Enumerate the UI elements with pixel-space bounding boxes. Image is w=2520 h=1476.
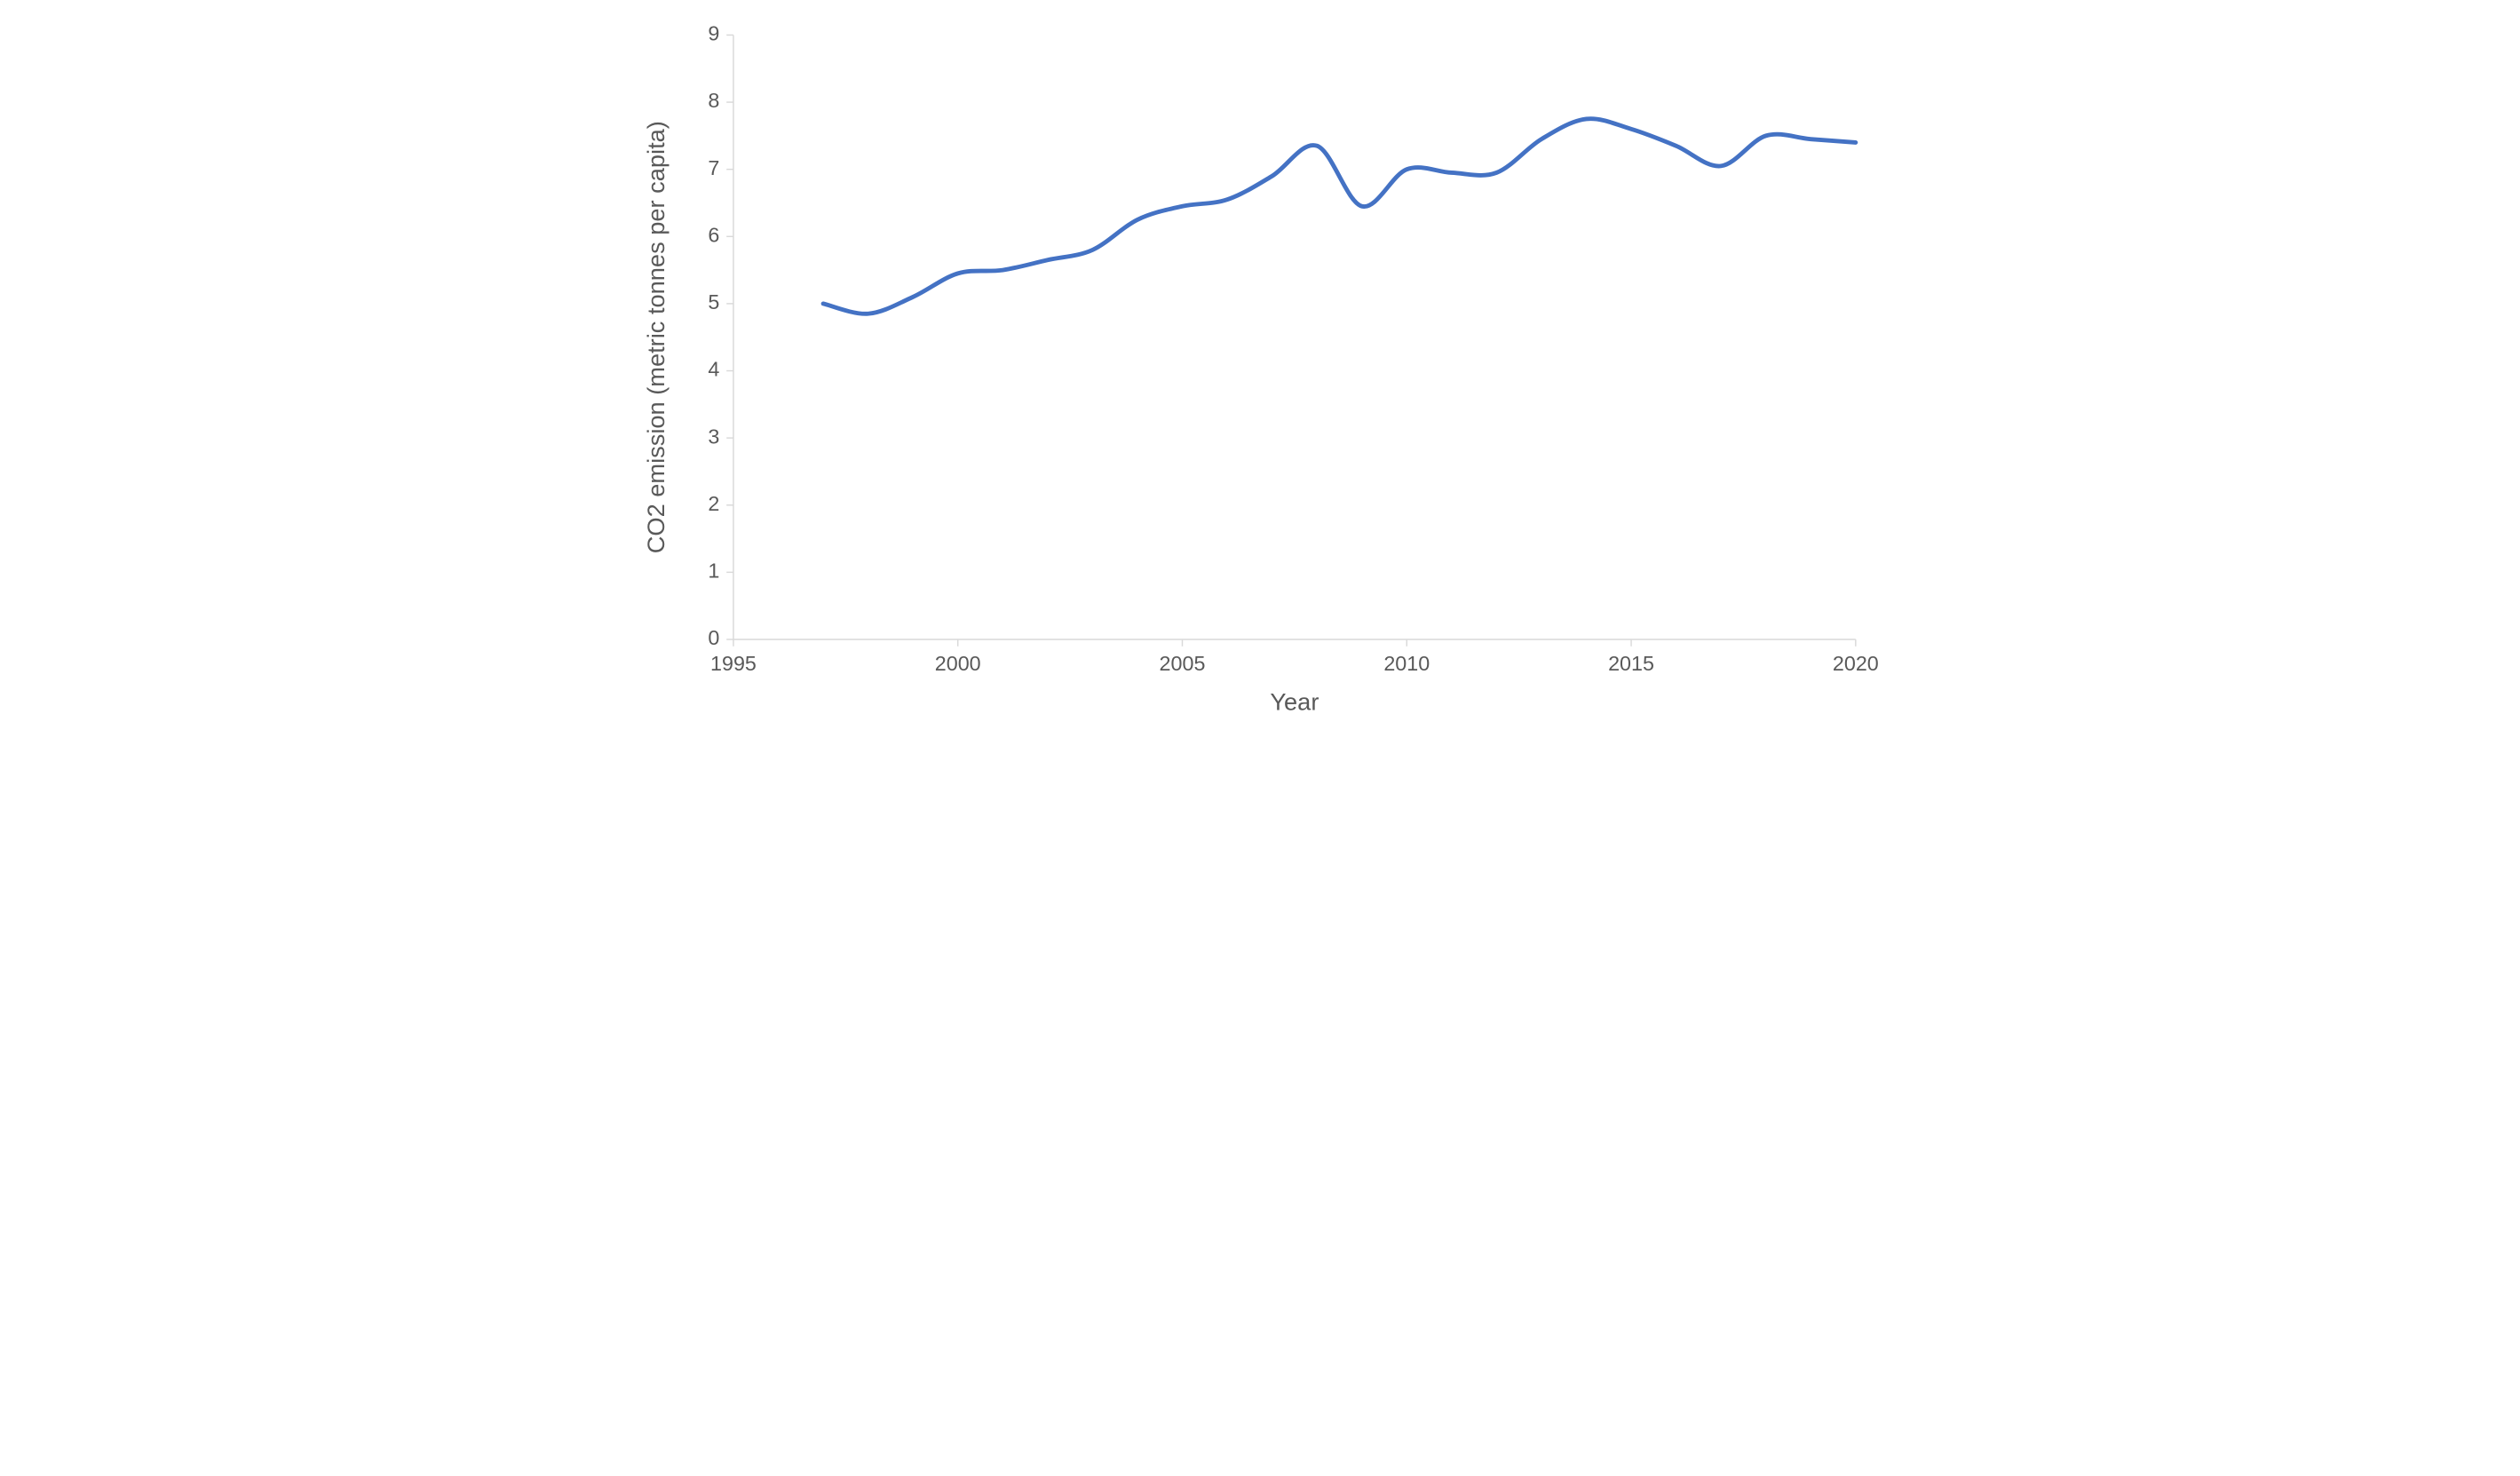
chart-background xyxy=(638,18,1882,747)
x-tick-label: 1995 xyxy=(710,652,757,675)
x-tick-label: 2020 xyxy=(1833,652,1879,675)
co2-line-chart: 0 1 2 3 4 5 6 7 8 9 1995 2000 2005 2010 2015 2020 Year CO… xyxy=(638,18,1882,747)
y-tick-label: 0 xyxy=(708,626,719,649)
y-tick-label: 4 xyxy=(708,358,719,381)
y-tick-label: 7 xyxy=(708,156,719,179)
y-tick-label: 9 xyxy=(708,22,719,45)
x-tick-label: 2010 xyxy=(1383,652,1430,675)
y-tick-label: 1 xyxy=(708,559,719,583)
x-axis-label: Year xyxy=(1270,688,1319,716)
y-tick-label: 8 xyxy=(708,89,719,112)
x-tick-label: 2000 xyxy=(935,652,981,675)
y-tick-label: 3 xyxy=(708,425,719,448)
y-tick-label: 5 xyxy=(708,290,719,313)
x-tick-label: 2005 xyxy=(1160,652,1206,675)
y-axis-label: CO2 emission (metric tonnes per capita) xyxy=(642,121,670,553)
y-tick-label: 6 xyxy=(708,223,719,246)
y-tick-label: 2 xyxy=(708,492,719,515)
chart-container: 0 1 2 3 4 5 6 7 8 9 1995 2000 2005 2010 2015 2020 Year CO… xyxy=(621,0,1899,765)
x-tick-label: 2015 xyxy=(1608,652,1654,675)
